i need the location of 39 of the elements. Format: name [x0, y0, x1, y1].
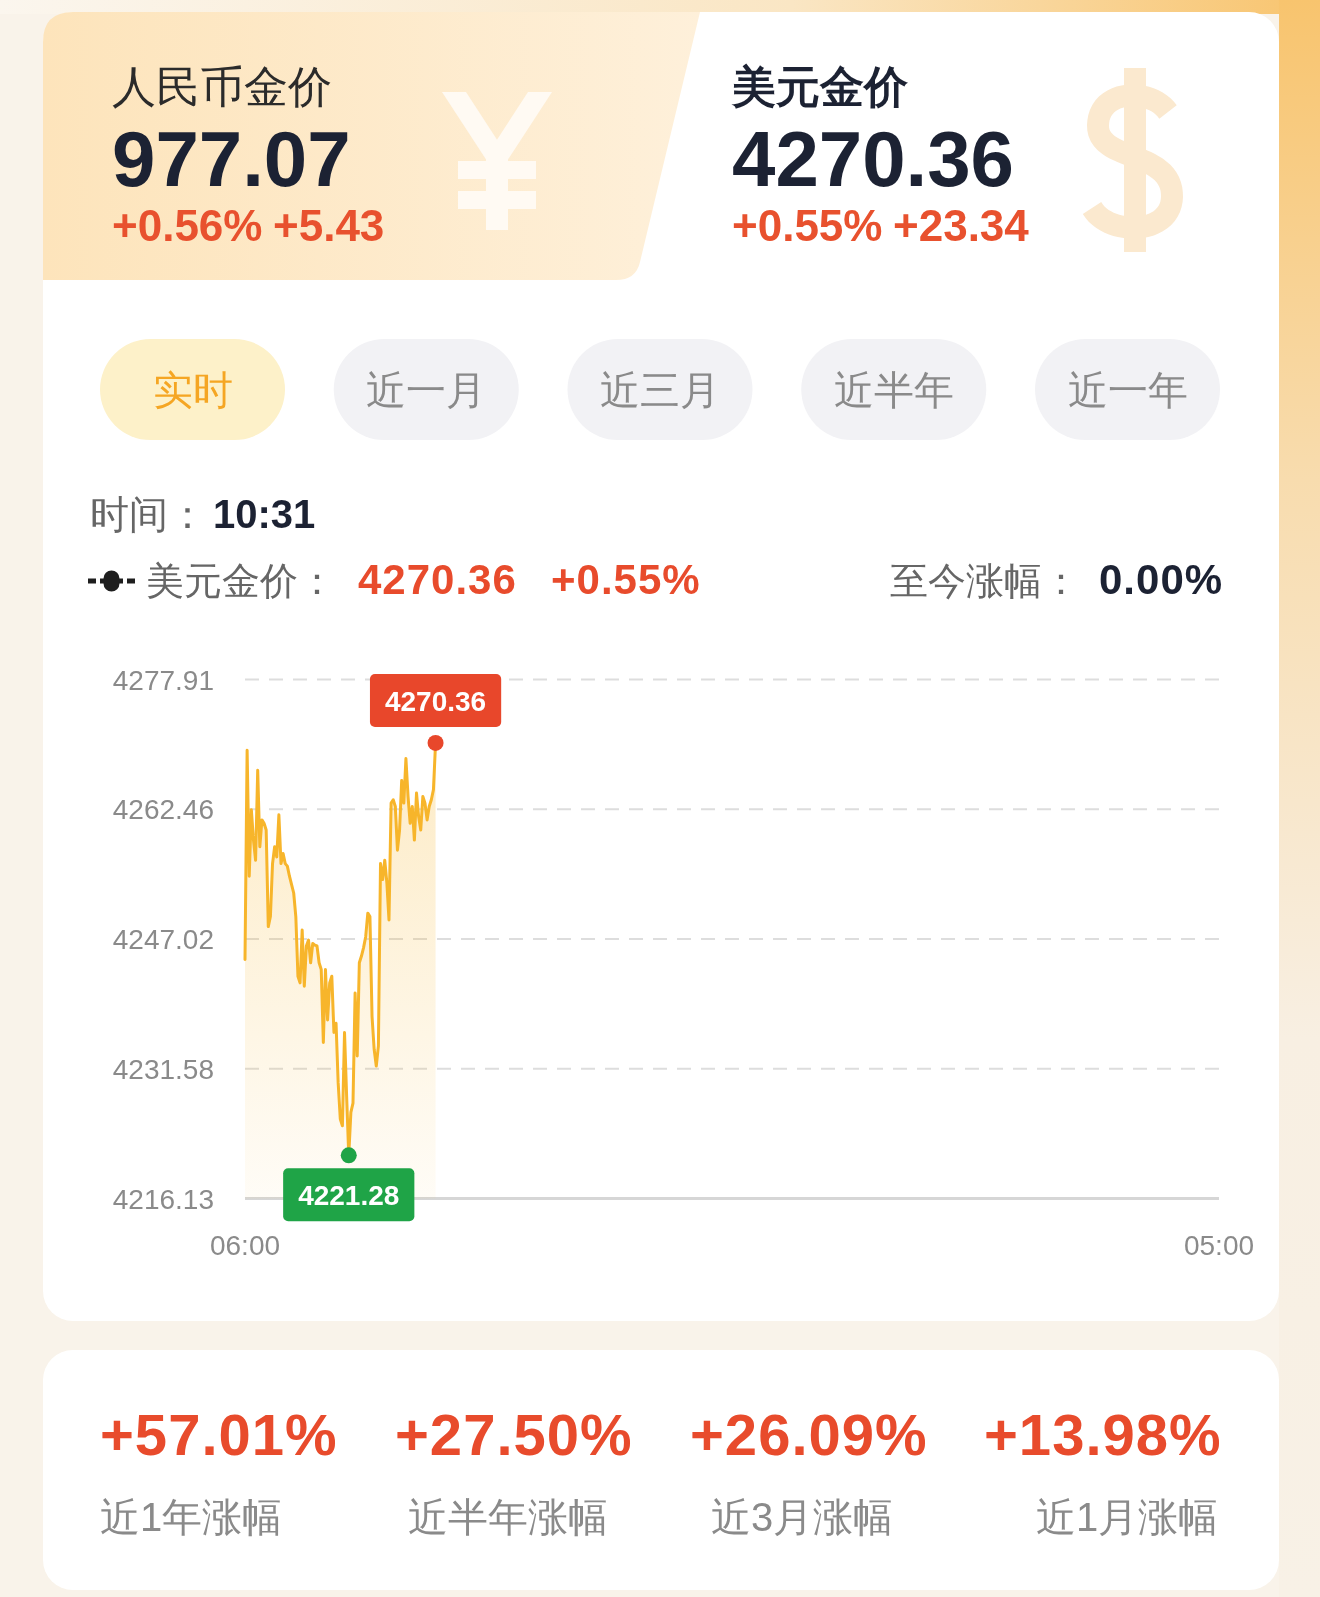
text: +13.98% [984, 1402, 1222, 1467]
text: +23.34 [893, 201, 1030, 250]
y-tick-label: 4262.46 [112, 794, 214, 826]
data-point-label: 4270.36 [369, 673, 502, 751]
annotation: 4270.36 [384, 685, 487, 717]
text: 实时 [152, 368, 233, 412]
text: 近1年涨幅 [100, 1495, 283, 1539]
text: 时间： [90, 493, 207, 536]
legend-label: 美元金价： [146, 560, 336, 602]
text: 至今涨幅： [890, 560, 1080, 602]
text: +57.01% [100, 1402, 338, 1467]
data-point-label: 4221.28 [283, 1147, 415, 1222]
text: 近1月涨幅 [1036, 1495, 1219, 1539]
text: 近半年 [833, 368, 954, 412]
text: 10:31 [213, 492, 316, 536]
y-tick-label: 4247.02 [112, 924, 214, 956]
text: +0.55% [551, 556, 701, 603]
text: 977.07 [112, 115, 351, 203]
text: +0.56% [112, 201, 263, 250]
text: 0.00% [1099, 556, 1224, 603]
text: 近半年涨幅 [408, 1495, 608, 1539]
text: 4270.36 [732, 115, 1014, 203]
text: +5.43 [273, 201, 385, 250]
text: 人民币金价 [112, 62, 332, 111]
text: +0.55% [732, 201, 883, 250]
y-tick-label: 4216.13 [112, 1183, 214, 1215]
text: +27.50% [395, 1402, 633, 1467]
y-tick-label: 4231.58 [112, 1053, 214, 1085]
y-tick-label: 4277.91 [112, 664, 214, 696]
x-tick-label: 05:00 [1183, 1230, 1255, 1261]
text: 美元金价 [731, 62, 909, 111]
text: 4270.36 [358, 556, 517, 603]
annotation: 4221.28 [298, 1180, 400, 1212]
text: 近一月 [366, 368, 487, 412]
text: 近三月 [600, 368, 720, 412]
text: 近3月涨幅 [711, 1495, 894, 1539]
x-tick-label: 06:00 [209, 1230, 281, 1261]
text: +26.09% [690, 1402, 928, 1467]
text: 近一年 [1067, 368, 1188, 412]
